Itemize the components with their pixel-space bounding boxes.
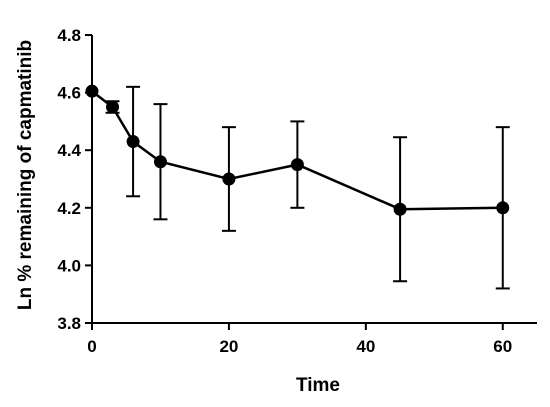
y-axis-title: Ln % remaining of capmatinib: [15, 40, 36, 310]
x-axis-title: Time: [296, 375, 340, 396]
error-bars: [105, 85, 510, 290]
data-point: [496, 201, 510, 215]
data-point: [126, 135, 140, 149]
y-tick-label: 4.4: [57, 141, 81, 160]
series-line: [91, 90, 503, 211]
ticks: 3.8 4.0 4.2 4.4 4.6 4.8 0 20 40 60: [57, 26, 512, 356]
data-point: [85, 84, 99, 98]
data-markers: [85, 84, 510, 216]
data-point: [393, 202, 407, 216]
data-point: [222, 172, 236, 186]
x-tick-label: 20: [219, 337, 238, 356]
axes: [91, 35, 537, 324]
y-tick-label: 4.0: [57, 256, 81, 275]
data-point: [106, 100, 120, 114]
x-tick-label: 40: [356, 337, 375, 356]
series-lines: [91, 90, 503, 211]
x-tick-label: 0: [87, 337, 96, 356]
data-point: [290, 158, 304, 172]
y-tick-label: 4.8: [57, 26, 81, 45]
y-tick-label: 4.2: [57, 199, 81, 218]
data-point: [153, 155, 167, 169]
x-tick-label: 60: [493, 337, 512, 356]
y-tick-label: 3.8: [57, 314, 81, 333]
y-tick-label: 4.6: [57, 84, 81, 103]
